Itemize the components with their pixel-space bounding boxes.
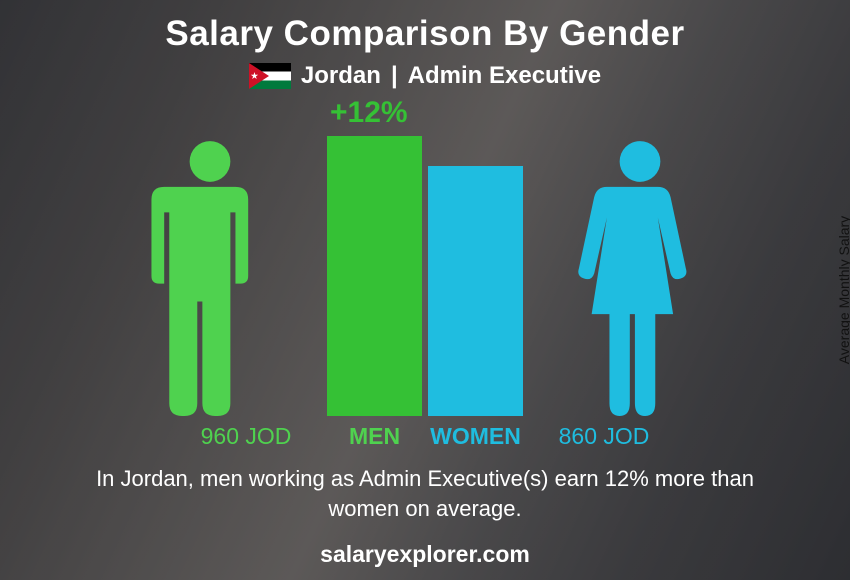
bars-group (327, 136, 523, 416)
page-title: Salary Comparison By Gender (0, 0, 850, 54)
men-salary-value: 960 JOD (171, 423, 321, 450)
subtitle-separator: | (391, 62, 398, 90)
caption-text: In Jordan, men working as Admin Executiv… (0, 464, 850, 523)
bar-men (327, 136, 422, 416)
subtitle: Jordan | Admin Executive (0, 62, 850, 90)
men-bar-label: MEN (327, 423, 422, 450)
women-salary-value: 860 JOD (529, 423, 679, 450)
man-icon (145, 136, 275, 416)
bar-women (428, 166, 523, 416)
jordan-flag-icon (249, 63, 291, 89)
women-bar-label: WOMEN (428, 423, 523, 450)
labels-row: 960 JOD MEN WOMEN 860 JOD (105, 423, 745, 450)
footer-source: salaryexplorer.com (0, 541, 850, 568)
delta-label: +12% (330, 96, 408, 130)
woman-icon (575, 136, 705, 416)
gender-salary-chart: +12% 960 JOD MEN WOMEN 860 JOD (0, 96, 850, 456)
subtitle-role: Admin Executive (408, 62, 601, 90)
subtitle-country: Jordan (301, 62, 381, 90)
